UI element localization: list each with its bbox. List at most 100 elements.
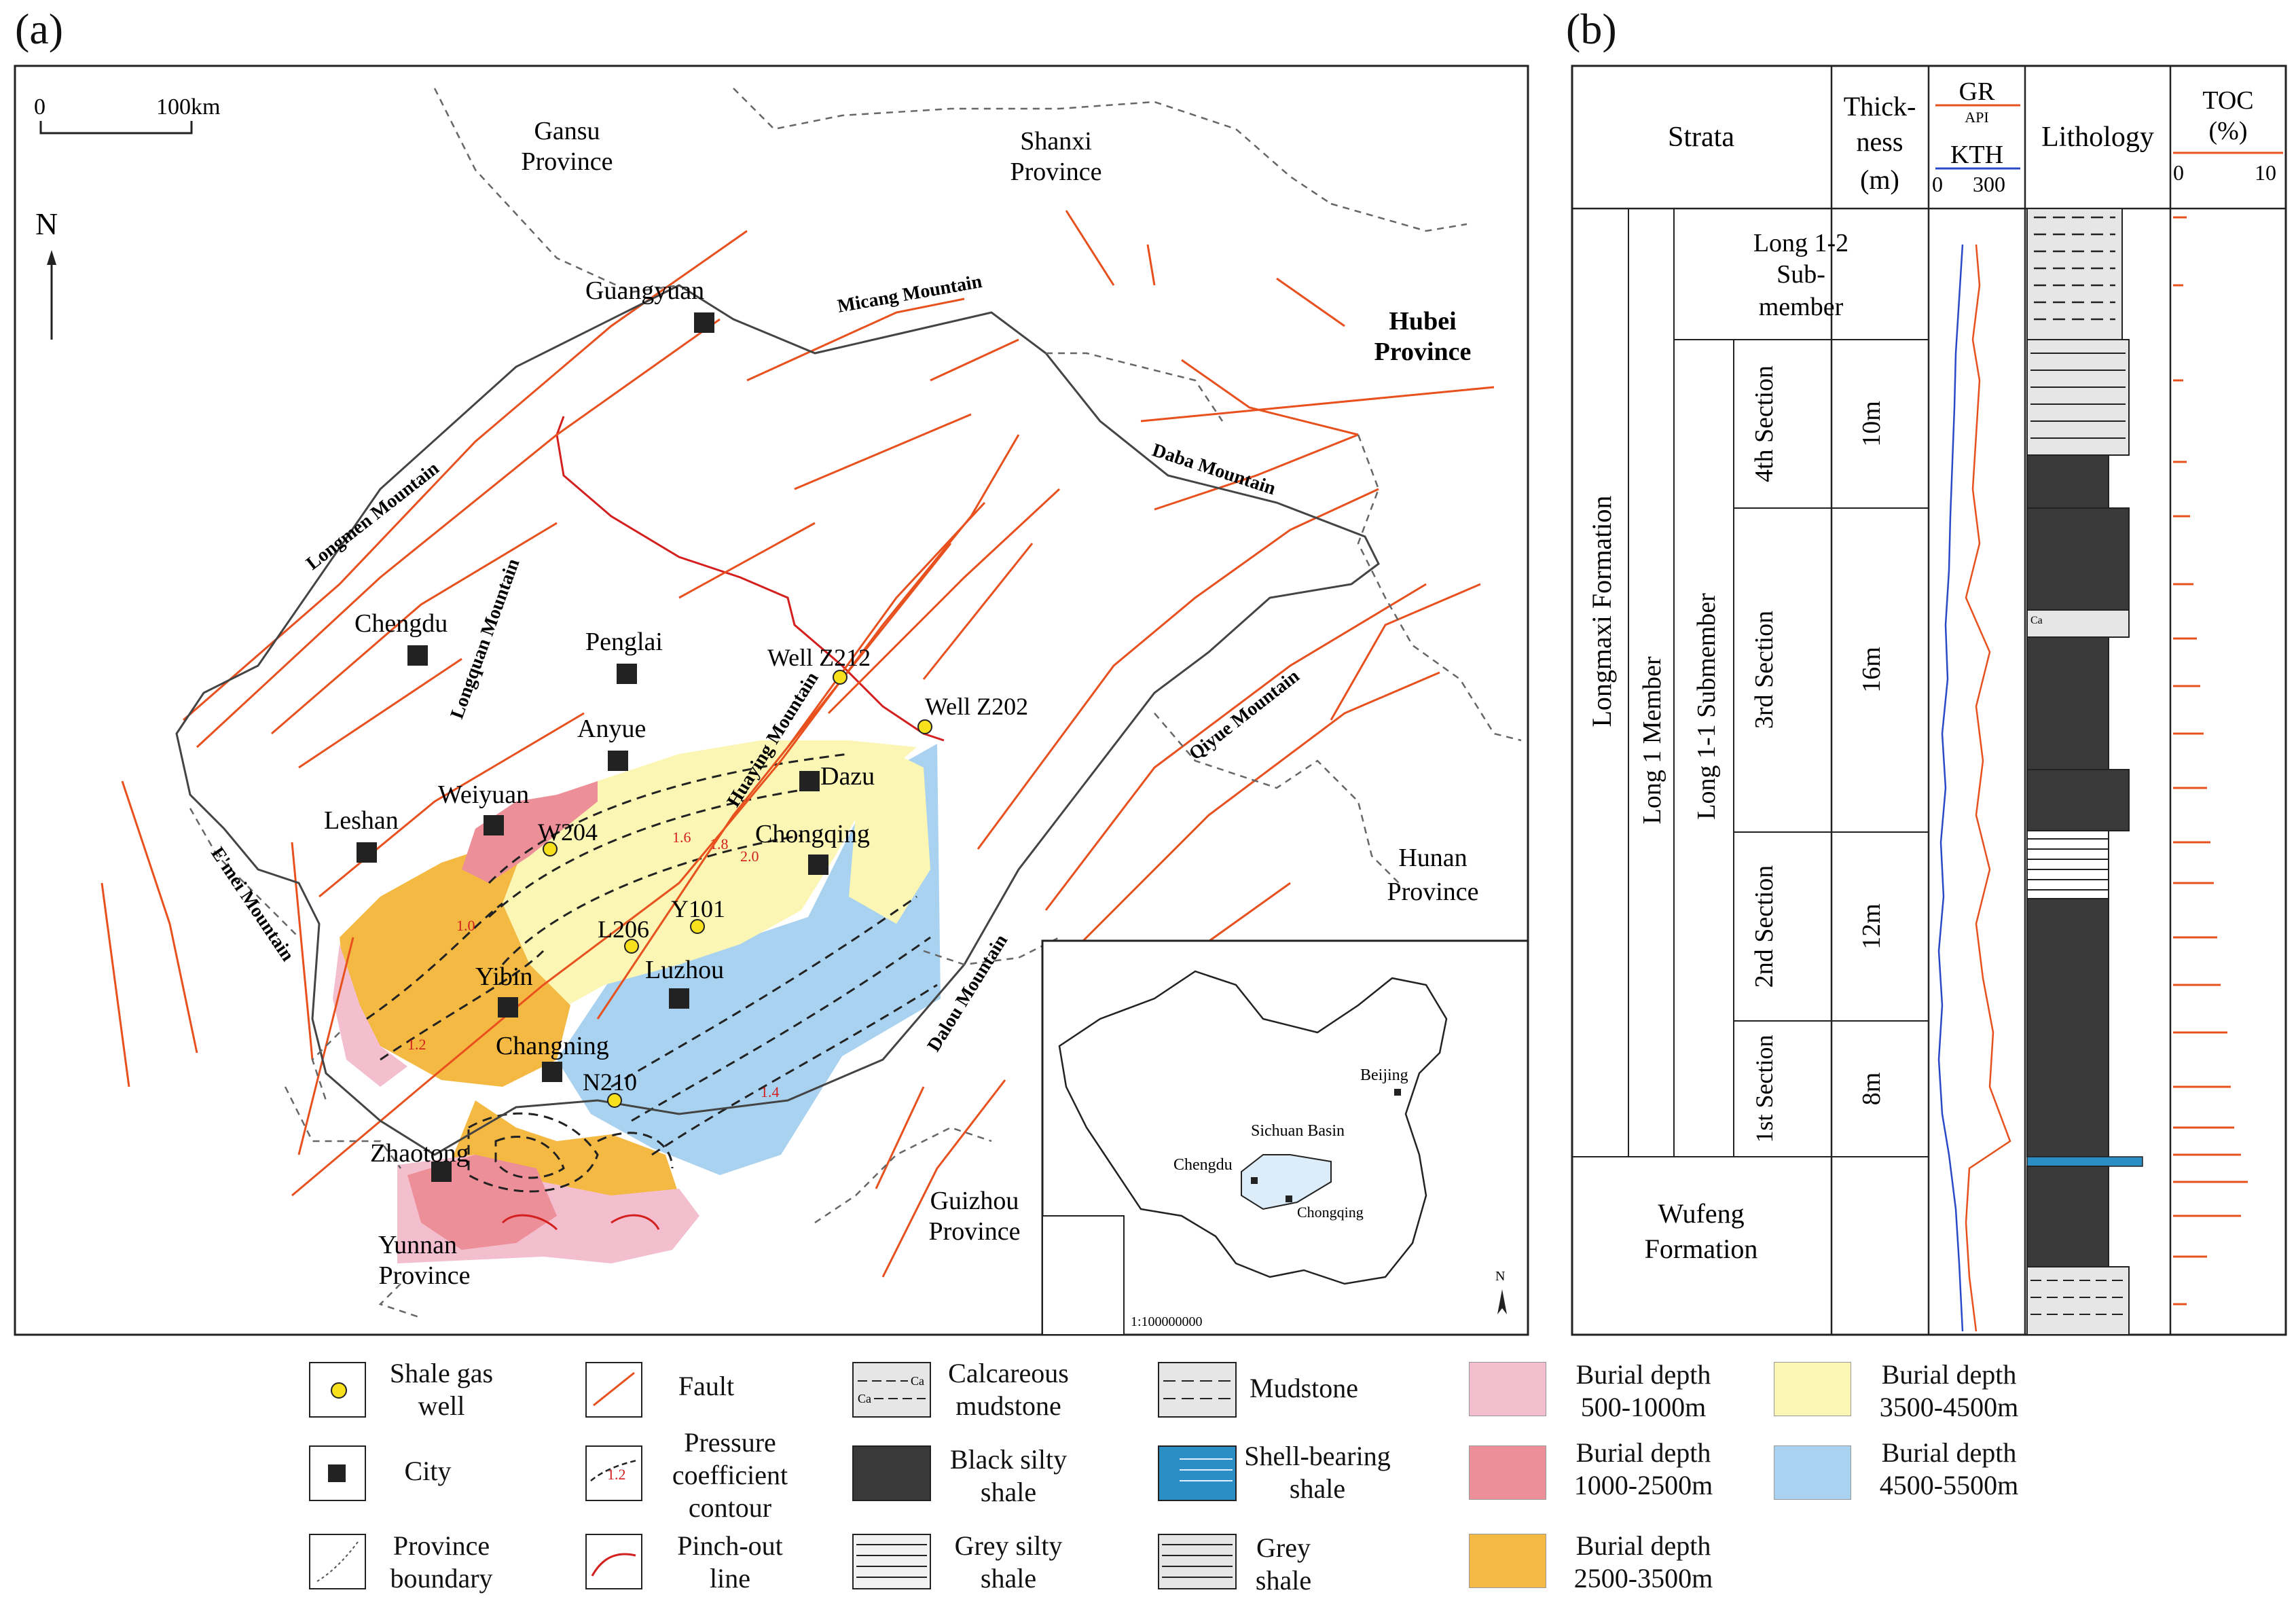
header-toc: TOC — [2202, 86, 2253, 115]
zone-3500-4500-east — [849, 747, 930, 924]
section-4-label: 4th Section — [1750, 365, 1779, 482]
wufeng-label-2: Formation — [1645, 1234, 1758, 1264]
city-label: Weiyuan — [438, 780, 529, 809]
inset-basin: Sichuan Basin — [1251, 1122, 1345, 1140]
city-label: Anyue — [577, 715, 646, 743]
toc-bars — [2173, 216, 2248, 1306]
city-icon — [328, 1464, 346, 1482]
lithology-column: Ca — [2026, 208, 2143, 1335]
gr-curve — [1965, 244, 2011, 1332]
legend-contour-label: Pressure coefficient contour — [672, 1427, 788, 1523]
well-icon — [833, 670, 848, 685]
legend-well-swatch — [309, 1362, 366, 1418]
section-1-label: 1st Section — [1751, 1035, 1778, 1143]
svg-text:1.2: 1.2 — [407, 1036, 426, 1053]
city-icon — [808, 855, 828, 875]
header-kth: KTH — [1950, 141, 2003, 169]
city-icon — [484, 815, 504, 835]
svg-text:1.0: 1.0 — [456, 917, 475, 934]
legend-grey-silty-swatch — [852, 1534, 931, 1589]
legend-grey-shale-label: Grey shale — [1255, 1532, 1312, 1596]
legend-pinchout-swatch — [585, 1534, 642, 1589]
province-guizhou-2: Province — [928, 1217, 1020, 1246]
header-gr-unit: API — [1965, 109, 1988, 126]
legend-depth-500-label: Burial depth 500-1000m — [1575, 1359, 1711, 1422]
section-2-label: 2nd Section — [1750, 865, 1779, 988]
header-gr: GR — [1959, 77, 1995, 106]
zone-4500-5500 — [557, 744, 941, 1175]
legend-fault-swatch — [585, 1362, 642, 1418]
strat-column-panel: Strata Thick- ness (m) GR API KTH 0 300 … — [1571, 65, 2287, 1336]
well-label: N210 — [583, 1068, 637, 1096]
svg-text:2.0: 2.0 — [740, 848, 759, 865]
legend-black-silty-swatch — [852, 1445, 931, 1501]
province-hunan: Hunan — [1398, 844, 1467, 872]
submember-label: Long 1-1 Submember — [1692, 593, 1721, 820]
city-label: Leshan — [324, 806, 399, 835]
province-hunan-2: Province — [1387, 878, 1478, 906]
faults — [101, 210, 1495, 1278]
province-yunnan-2: Province — [378, 1261, 470, 1290]
city-label: Zhaotong — [370, 1139, 469, 1168]
well-label: L206 — [598, 916, 649, 943]
province-shanxi-2: Province — [1010, 158, 1101, 186]
mountain-qiyue: Qiyue Mountain — [1185, 666, 1304, 765]
legend-depth-4500-label: Burial depth 4500-5500m — [1879, 1437, 2019, 1500]
city-icon — [431, 1162, 452, 1182]
city-icon — [407, 645, 428, 666]
zone-500-1000-west — [333, 944, 407, 1087]
legend-mudstone-swatch — [1158, 1362, 1237, 1418]
section-3-thickness: 16m — [1857, 647, 1886, 693]
header-thickness-2: ness — [1857, 126, 1903, 157]
legend-province-swatch — [309, 1534, 366, 1589]
log-max: 300 — [1973, 172, 2005, 196]
city-icon — [617, 664, 637, 684]
legend-depth-500-swatch — [1469, 1362, 1546, 1416]
inset-scale: 1:100000000 — [1131, 1314, 1203, 1329]
legend-city-label: City — [404, 1456, 452, 1486]
province-guizhou: Guizhou — [930, 1187, 1019, 1215]
well-label: Y101 — [671, 895, 725, 922]
inset-north-icon — [1497, 1289, 1507, 1314]
map-panel: 0 100km N 1.0 1.2 1.4 1.6 — [14, 65, 1529, 1336]
well-label: Well Z202 — [925, 693, 1028, 720]
inset-map: Beijing Sichuan Basin Chengdu Chongqing … — [1041, 939, 1529, 1336]
toc-max: 10 — [2255, 160, 2276, 185]
city-icon — [608, 751, 628, 771]
legend-shell-label: Shell-bearing shale — [1244, 1441, 1391, 1504]
legend-depth-2500-swatch — [1469, 1534, 1546, 1588]
city-label: Dazu — [820, 762, 875, 791]
city-label: Luzhou — [645, 956, 724, 984]
city-label: Chongqing — [755, 820, 870, 848]
legend-depth-4500-swatch — [1774, 1445, 1851, 1500]
header-thickness-3: (m) — [1860, 164, 1899, 195]
mountain-longmen: Longmen Mountain — [302, 458, 443, 575]
section-1-thickness: 8m — [1857, 1073, 1886, 1106]
well-markers — [543, 670, 932, 1108]
pinch-out-lines — [501, 416, 945, 1231]
legend-pinchout-label: Pinch-out line — [677, 1530, 783, 1594]
legend-shell-swatch — [1158, 1445, 1237, 1501]
province-hubei-2: Province — [1374, 338, 1472, 366]
city-label: Changning — [496, 1032, 609, 1060]
inset-north: N — [1495, 1269, 1505, 1284]
inset-chongqing: Chongqing — [1297, 1204, 1364, 1221]
city-markers — [357, 312, 828, 1182]
city-icon — [498, 997, 518, 1018]
scale-start: 0 — [34, 94, 45, 120]
legend-city-swatch — [309, 1445, 366, 1501]
svg-text:Ca: Ca — [858, 1392, 871, 1405]
burial-depth-zones — [333, 740, 941, 1263]
member-label: Long 1 Member — [1638, 656, 1666, 824]
scale-bar: 0 100km — [34, 94, 220, 134]
well-icon — [917, 719, 932, 734]
svg-text:1.4: 1.4 — [761, 1083, 780, 1100]
city-label: Yibin — [475, 963, 532, 991]
shell-bearing-layer — [2026, 1156, 2143, 1167]
province-boundaries — [189, 88, 1522, 1319]
legend-calcareous-swatch: Ca Ca — [852, 1362, 931, 1418]
city-label: Penglai — [585, 628, 663, 656]
city-icon — [799, 771, 820, 791]
header-thickness-1: Thick- — [1844, 91, 1916, 122]
long12-label-3: member — [1759, 293, 1844, 321]
